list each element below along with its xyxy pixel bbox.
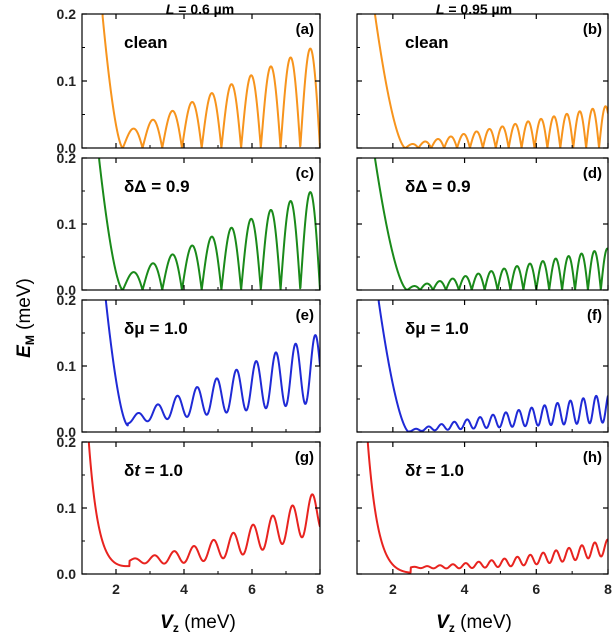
x-tick-label: 6 bbox=[532, 581, 540, 597]
panel-label-text: = 1.0 bbox=[145, 319, 188, 338]
panel-tag: (f) bbox=[587, 307, 602, 324]
plot-frame bbox=[356, 157, 609, 291]
y-tick-label: 0.0 bbox=[57, 282, 77, 298]
column-title-right-symbol: L bbox=[436, 1, 445, 17]
panel-label: δt = 1.0 bbox=[124, 461, 183, 480]
column-title-left-value: = 0.6 µm bbox=[174, 1, 234, 17]
column-title-right: L = 0.95 µm bbox=[436, 1, 512, 17]
x-tick-label: 2 bbox=[112, 581, 120, 597]
series-line bbox=[87, 442, 320, 568]
y-tick-label: 0.2 bbox=[57, 292, 77, 308]
panel-label: δΔ = 0.9 bbox=[405, 177, 471, 196]
series-line bbox=[374, 158, 608, 290]
plot-frame bbox=[356, 299, 609, 433]
panel-tag: (b) bbox=[583, 21, 602, 38]
y-tick-label: 0.2 bbox=[57, 150, 77, 166]
panel-g: 2 4 6 8 0.0 0.1 0.2 (g) δt = 1.0 bbox=[57, 434, 325, 597]
y-axis-title: EM (meV) bbox=[14, 278, 37, 358]
panel-tag: (h) bbox=[583, 449, 602, 466]
panel-label-italic: t bbox=[415, 461, 422, 480]
panel-tag: (d) bbox=[583, 165, 602, 182]
panels: 0.0 0.1 0.2 (a) clean (b) clean 0.0 0.1 0.2 (c) δΔ … bbox=[57, 6, 613, 597]
panel-label-text: clean bbox=[405, 33, 448, 52]
x-axis-title-left-symbol: V bbox=[160, 612, 174, 633]
panel-h: 2 4 6 8 (h) δt = 1.0 bbox=[356, 441, 612, 597]
panel-label-symbol: δμ bbox=[124, 319, 145, 338]
panel-tag: (c) bbox=[296, 165, 314, 182]
panel-label-italic: t bbox=[134, 461, 141, 480]
panel-c: 0.0 0.1 0.2 (c) δΔ = 0.9 bbox=[57, 150, 321, 298]
panel-label-text: clean bbox=[124, 33, 167, 52]
plot-frame bbox=[81, 299, 321, 433]
panel-label-symbol: δ bbox=[124, 461, 134, 480]
column-title-left-symbol: L bbox=[166, 1, 175, 17]
series-line bbox=[374, 14, 608, 148]
x-axis-title-left: Vz (meV) bbox=[160, 612, 236, 635]
series-line bbox=[377, 300, 608, 432]
y-axis-title-symbol: E bbox=[14, 344, 35, 358]
panel-label-text: = 0.9 bbox=[147, 177, 190, 196]
column-title-right-value: = 0.95 µm bbox=[444, 1, 512, 17]
panel-d: (d) δΔ = 0.9 bbox=[356, 157, 609, 291]
panel-label-symbol: δ bbox=[405, 461, 415, 480]
x-axis-title-right-subscript: z bbox=[449, 621, 455, 635]
x-tick-label: 8 bbox=[316, 581, 324, 597]
series-line bbox=[366, 442, 608, 574]
y-tick-label: 0.1 bbox=[57, 358, 77, 374]
column-title-left: L = 0.6 µm bbox=[166, 1, 234, 17]
plot-frame bbox=[81, 441, 321, 575]
panel-label-symbol: δμ bbox=[405, 319, 426, 338]
panel-tag: (e) bbox=[296, 307, 314, 324]
panel-label: clean bbox=[405, 33, 448, 52]
series-line bbox=[101, 14, 320, 148]
panel-b: (b) clean bbox=[356, 13, 609, 149]
y-axis-title-subscript: M bbox=[23, 335, 37, 345]
y-tick-label: 0.0 bbox=[57, 566, 77, 582]
x-axis-title-right-symbol: V bbox=[436, 612, 450, 633]
y-tick-label: 0.0 bbox=[57, 424, 77, 440]
panel-label: δμ = 1.0 bbox=[124, 319, 188, 338]
series-line bbox=[98, 158, 320, 290]
panel-label-text: = 1.0 bbox=[426, 319, 469, 338]
x-axis-title-left-subscript: z bbox=[173, 621, 179, 635]
panel-label-text: = 1.0 bbox=[140, 461, 183, 480]
x-tick-label: 4 bbox=[461, 581, 469, 597]
panel-label: clean bbox=[124, 33, 167, 52]
x-tick-label: 8 bbox=[604, 581, 612, 597]
panel-tag: (g) bbox=[295, 449, 314, 466]
panel-label-symbol: δΔ bbox=[405, 177, 428, 196]
y-tick-label: 0.1 bbox=[57, 500, 77, 516]
series-line bbox=[104, 300, 320, 427]
panel-f: (f) δμ = 1.0 bbox=[356, 299, 609, 433]
panel-label: δΔ = 0.9 bbox=[124, 177, 190, 196]
x-tick-label: 4 bbox=[180, 581, 188, 597]
y-tick-label: 0.1 bbox=[57, 216, 77, 232]
x-tick-label: 2 bbox=[389, 581, 397, 597]
x-axis-title-right-unit: (meV) bbox=[455, 612, 512, 633]
x-tick-label: 6 bbox=[248, 581, 256, 597]
plot-frame bbox=[356, 441, 609, 575]
y-tick-label: 0.2 bbox=[57, 6, 77, 22]
panel-label-text: = 1.0 bbox=[421, 461, 464, 480]
panel-label-text: = 0.9 bbox=[428, 177, 471, 196]
panel-a: 0.0 0.1 0.2 (a) clean bbox=[57, 6, 321, 156]
y-tick-label: 0.0 bbox=[57, 140, 77, 156]
y-tick-label: 0.1 bbox=[57, 73, 77, 89]
panel-e: 0.0 0.1 0.2 (e) δμ = 1.0 bbox=[57, 292, 321, 440]
panel-tag: (a) bbox=[296, 21, 314, 38]
column-titles: L = 0.6 µm L = 0.95 µm bbox=[166, 1, 512, 17]
x-axis-title-left-unit: (meV) bbox=[179, 612, 236, 633]
panel-label-symbol: δΔ bbox=[124, 177, 147, 196]
x-axis-title-right: Vz (meV) bbox=[436, 612, 512, 635]
panel-label: δt = 1.0 bbox=[405, 461, 464, 480]
panel-label: δμ = 1.0 bbox=[405, 319, 469, 338]
plot-frame bbox=[81, 157, 321, 291]
y-tick-label: 0.2 bbox=[57, 434, 77, 450]
y-axis-title-unit: (meV) bbox=[14, 278, 35, 335]
plot-frame bbox=[81, 13, 321, 149]
axis-titles: EM (meV) Vz (meV) Vz (meV) bbox=[14, 278, 512, 635]
